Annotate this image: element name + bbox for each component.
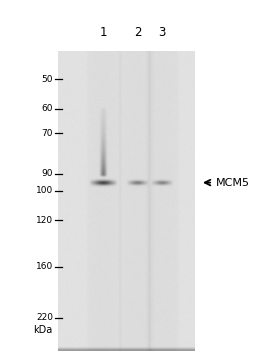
Text: kDa: kDa: [33, 325, 52, 335]
Text: 220: 220: [36, 313, 53, 322]
Text: 90: 90: [41, 169, 53, 178]
Text: 120: 120: [36, 216, 53, 225]
Text: 50: 50: [41, 75, 53, 84]
Text: 1: 1: [100, 27, 107, 39]
Text: 100: 100: [36, 186, 53, 195]
Text: 70: 70: [41, 129, 53, 138]
Text: 2: 2: [134, 27, 141, 39]
Text: 60: 60: [41, 104, 53, 113]
Text: 3: 3: [158, 27, 166, 39]
Text: MCM5: MCM5: [216, 178, 250, 188]
Text: 160: 160: [36, 262, 53, 271]
